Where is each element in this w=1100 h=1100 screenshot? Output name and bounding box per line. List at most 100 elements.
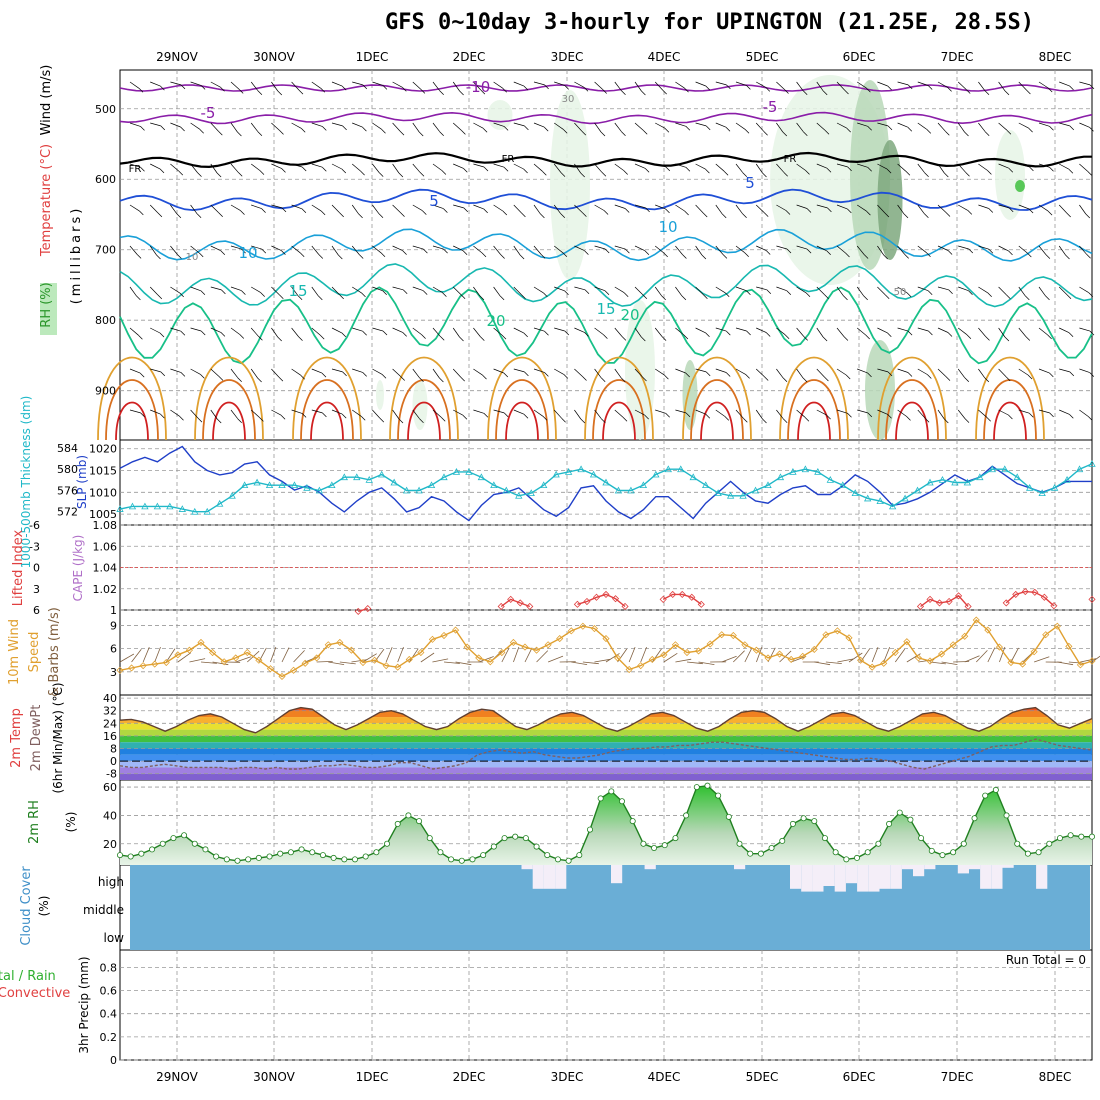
wind-barb-flag xyxy=(726,84,731,90)
wind-barb xyxy=(877,204,886,214)
wind-barb-flag xyxy=(701,254,707,260)
lifted-index-line-marker xyxy=(1012,590,1020,598)
wind-barb xyxy=(473,368,483,376)
dewpoint-line xyxy=(119,738,1093,770)
wind-barb xyxy=(210,368,220,377)
wind-barb xyxy=(715,245,724,255)
wind-barb-flag xyxy=(1004,90,1010,96)
wind-barb-flag xyxy=(523,168,528,174)
contour-label: -5 xyxy=(763,98,778,116)
wind-barb-flag xyxy=(279,130,284,135)
wind-barb-flag xyxy=(944,418,949,424)
wind-barb-flag xyxy=(681,295,687,301)
thickness-line-marker xyxy=(664,465,672,473)
wind10-barb xyxy=(165,648,176,663)
lifted-index-line-marker xyxy=(916,602,925,611)
wind-barb xyxy=(513,409,525,415)
wind-barb-flag xyxy=(503,412,509,418)
lifted-index-line-marker xyxy=(592,593,601,601)
temp-band xyxy=(120,773,1092,780)
wind10-line-marker xyxy=(498,648,506,657)
wind-barb xyxy=(513,81,525,87)
wind10-line-marker xyxy=(347,646,355,654)
thickness-line-marker xyxy=(228,491,236,499)
day-label-top: 4DEC xyxy=(648,50,681,64)
wind-barb xyxy=(473,245,483,254)
wind10-barb xyxy=(293,650,305,663)
rh2m-line-marker xyxy=(554,856,561,863)
wind-barb-flag xyxy=(926,129,932,134)
cloud-clear-bar xyxy=(543,865,556,889)
wind-barb-flag xyxy=(584,250,589,255)
warm-contour xyxy=(310,401,344,441)
wind-barb xyxy=(251,204,262,209)
wind-barb-flag xyxy=(805,292,811,298)
contour-label: 30 xyxy=(562,94,575,105)
wind-barb xyxy=(634,327,642,338)
wind-barb-flag xyxy=(664,127,670,133)
rh-shade-area xyxy=(877,140,903,260)
lifted-index-line-marker xyxy=(669,590,677,598)
wind-barb-flag xyxy=(542,416,548,421)
wind10-line-marker xyxy=(891,648,899,657)
wind10-line-marker xyxy=(1030,648,1038,656)
contour-label: FR xyxy=(784,154,797,165)
lifted-index-line-marker xyxy=(935,599,944,607)
wind10-line-marker xyxy=(359,658,367,667)
wind-barb-flag xyxy=(480,336,485,341)
wind-barb xyxy=(352,122,363,128)
wind-barb-flag xyxy=(420,89,426,94)
wind10-line-marker xyxy=(278,672,286,681)
wind-barb xyxy=(836,204,848,210)
wind-barb xyxy=(816,81,824,92)
wind-barb-flag xyxy=(1068,332,1074,337)
wind-barb-flag xyxy=(685,372,690,378)
wind-barb-flag xyxy=(257,377,262,383)
wind-barb xyxy=(351,204,359,215)
wind-barb-flag xyxy=(178,170,184,176)
wind-barb-flag xyxy=(887,371,893,377)
wind-barb xyxy=(1079,204,1087,215)
wind-barb-flag xyxy=(362,372,367,377)
wind-barb-flag xyxy=(665,166,671,172)
wind-barb xyxy=(311,163,323,168)
wind-barb-flag xyxy=(1006,294,1011,300)
wind-barb xyxy=(715,122,727,128)
wind-barb-flag xyxy=(439,90,444,95)
wind-barb xyxy=(796,163,806,171)
wind-barb xyxy=(392,327,403,333)
wind10-barb xyxy=(385,647,393,663)
wind-barb-flag xyxy=(523,332,528,338)
thickness-line-marker xyxy=(913,486,922,494)
thickness-line-marker xyxy=(153,502,162,510)
wind-barb-flag xyxy=(341,168,347,174)
wind-barb-flag xyxy=(803,336,808,341)
wind-barb-flag xyxy=(581,130,587,136)
rh2m-line-marker xyxy=(1003,812,1010,819)
wind-barb-flag xyxy=(521,294,526,300)
lifted-index-line-marker xyxy=(697,600,705,608)
wind-barb-flag xyxy=(279,294,284,299)
wind-barb xyxy=(634,122,644,131)
thickness-line-marker xyxy=(216,499,224,507)
wind10-barb xyxy=(663,652,678,663)
wind-barb-flag xyxy=(583,87,589,92)
wind10-barb xyxy=(871,646,879,663)
wind-barb-flag xyxy=(398,172,404,178)
wind-barb-flag xyxy=(887,332,892,338)
wind-barb xyxy=(735,368,746,375)
wind-barb xyxy=(331,245,339,256)
thickness-line-marker xyxy=(303,483,311,491)
wind-barb-flag xyxy=(928,330,933,336)
rh-shade-area xyxy=(550,90,590,280)
wind-barb-flag xyxy=(1069,125,1075,131)
rh2m-line-marker xyxy=(458,857,465,864)
wind10-barb xyxy=(941,661,958,665)
wind-barb xyxy=(453,163,464,169)
lifted-index-line-marker xyxy=(583,597,591,606)
day-label-top: 30NOV xyxy=(253,50,295,64)
wind10-line-marker xyxy=(1076,661,1084,669)
pressure-tick-label: 900 xyxy=(95,385,116,398)
wind-barb-flag xyxy=(218,130,223,136)
contour-label: FR xyxy=(502,154,515,165)
